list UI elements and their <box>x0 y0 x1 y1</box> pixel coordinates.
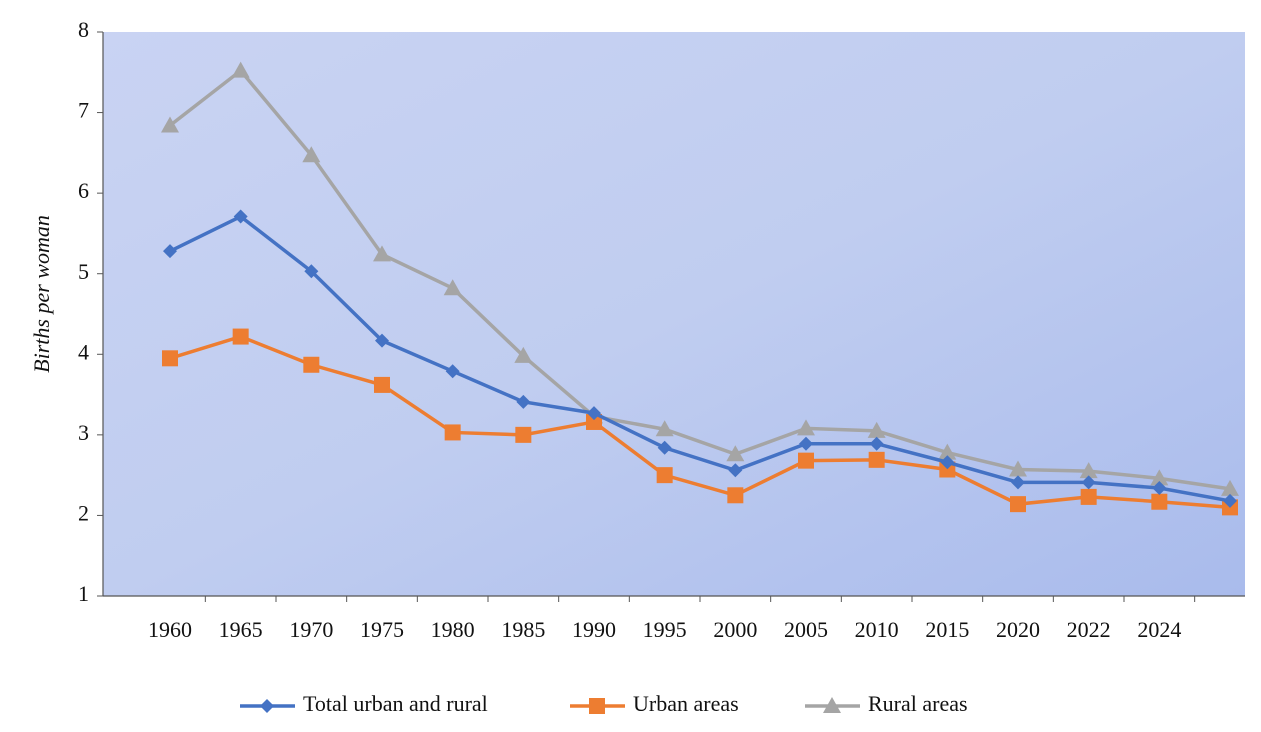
marker <box>823 697 841 713</box>
x-tick-label: 2015 <box>925 617 969 642</box>
y-tick-label: 3 <box>78 420 89 445</box>
marker <box>1010 496 1026 513</box>
marker <box>233 209 248 224</box>
marker <box>232 328 249 345</box>
line <box>169 334 1231 510</box>
marker <box>1011 475 1025 490</box>
x-tick-label: 2024 <box>1137 617 1181 642</box>
x-tick-label: 2022 <box>1067 617 1111 642</box>
legend-label: Urban areas <box>633 691 739 716</box>
x-tick-label: 1980 <box>431 617 475 642</box>
marker <box>162 350 178 367</box>
y-tick-label: 1 <box>78 581 89 606</box>
marker <box>303 356 320 373</box>
marker <box>161 116 179 133</box>
x-tick-label: 1965 <box>219 617 263 642</box>
marker <box>587 406 601 421</box>
x-tick-label: 1990 <box>572 617 616 642</box>
marker <box>444 424 461 441</box>
marker <box>302 146 321 163</box>
marker <box>728 463 743 478</box>
marker <box>589 698 605 714</box>
marker <box>1080 488 1097 505</box>
marker <box>938 443 957 460</box>
marker <box>799 436 813 451</box>
marker <box>373 245 391 262</box>
marker <box>1081 475 1096 490</box>
marker <box>374 376 390 393</box>
y-tick-label: 8 <box>78 17 89 42</box>
marker <box>657 440 672 455</box>
x-tick-label: 1975 <box>360 617 404 642</box>
marker <box>797 419 815 436</box>
plot-area <box>103 32 1245 596</box>
x-tick-label: 2020 <box>996 617 1040 642</box>
marker <box>727 487 744 504</box>
marker <box>939 461 956 478</box>
marker <box>1223 493 1237 508</box>
marker <box>515 426 532 443</box>
x-tick-label: 2000 <box>713 617 757 642</box>
x-tick-label: 1995 <box>643 617 687 642</box>
marker <box>445 364 460 379</box>
line <box>169 214 1231 503</box>
marker <box>1009 460 1027 477</box>
y-tick-label: 6 <box>78 178 89 203</box>
marker <box>655 420 674 437</box>
marker <box>231 61 250 78</box>
legend-label: Rural areas <box>868 691 968 716</box>
x-tick-label: 1970 <box>289 617 333 642</box>
marker <box>869 436 884 451</box>
marker <box>726 445 745 462</box>
marker <box>304 264 319 279</box>
marker <box>586 413 602 430</box>
marker <box>375 333 389 348</box>
marker <box>1151 493 1168 510</box>
legend-label: Total urban and rural <box>303 691 488 716</box>
y-axis-label: Births per woman <box>29 215 54 373</box>
marker <box>514 346 533 363</box>
marker <box>656 467 673 484</box>
line <box>168 68 1231 491</box>
x-tick-label: 2010 <box>855 617 899 642</box>
x-tick-label: 2005 <box>784 617 828 642</box>
marker <box>940 455 955 470</box>
marker <box>1079 462 1098 479</box>
marker <box>1150 469 1169 486</box>
marker <box>443 279 462 296</box>
y-tick-label: 2 <box>78 500 89 525</box>
marker <box>1152 481 1167 496</box>
y-tick-label: 4 <box>78 339 89 364</box>
marker <box>1221 479 1239 496</box>
x-tick-label: 1960 <box>148 617 192 642</box>
marker <box>260 699 274 713</box>
x-tick-label: 1985 <box>501 617 545 642</box>
y-tick-label: 5 <box>78 259 89 284</box>
marker <box>163 244 177 259</box>
marker <box>798 452 814 469</box>
y-tick-label: 7 <box>78 98 89 123</box>
marker <box>868 451 885 468</box>
marker <box>867 421 886 438</box>
marker <box>516 394 531 409</box>
